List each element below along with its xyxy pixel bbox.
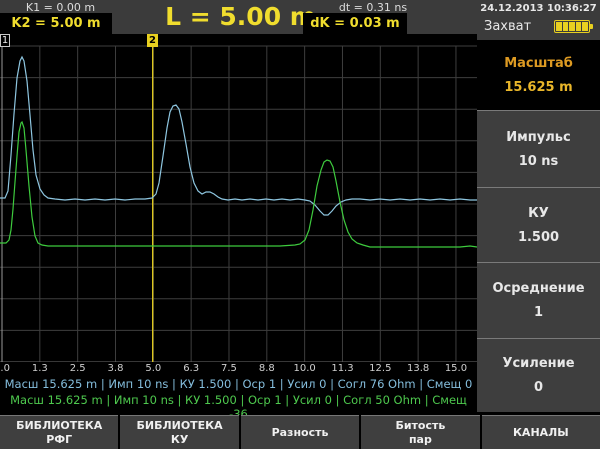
x-tick-label: 1.3 (31, 363, 48, 374)
trace-channel-1 (0, 55, 477, 216)
k2-readout: K2 = 5.00 m (11, 16, 101, 31)
sidebar-top: 24.12.2013 10:36:27 Захват (477, 0, 600, 40)
k1-readout: K1 = 0.00 m (25, 1, 96, 14)
difference-button[interactable]: Разность (240, 415, 360, 449)
gain-value: 0 (533, 380, 544, 395)
pulse-value: 10 ns (518, 153, 559, 169)
battery-icon (554, 20, 593, 33)
pulse-label: Импульс (506, 129, 571, 145)
trace-channel-2 (0, 120, 477, 248)
cursor-marker-1[interactable]: 1 (0, 34, 10, 47)
x-tick-label: 7.5 (221, 363, 237, 374)
softkey-row: БИБЛИОТЕКА РФГ БИБЛИОТЕКА КУ Разность Би… (0, 415, 600, 449)
scale-value: 15.625 m (504, 79, 573, 95)
x-tick-label: 15.0 (444, 363, 468, 374)
header-bar: K1 = 0.00 m K2 = 5.00 m L = 5.00 m dt = … (0, 0, 477, 34)
sidebar-item-vf[interactable]: КУ 1.500 (477, 187, 600, 262)
channel1-status-line: Масш 15.625 m | Имп 10 ns | КУ 1.500 | О… (4, 377, 473, 391)
cursor-marker-2[interactable]: 2 (147, 34, 158, 47)
x-tick-label: 6.3 (183, 363, 200, 374)
dk-readout: dK = 0.03 m (310, 16, 400, 31)
x-tick-label: 13.8 (406, 363, 430, 374)
sidebar-item-averaging[interactable]: Осреднение 1 (477, 262, 600, 338)
gain-label: Усиление (502, 356, 575, 371)
sidebar: 24.12.2013 10:36:27 Захват Масштаб 15.62… (477, 0, 600, 412)
vf-label: КУ (528, 205, 549, 221)
dt-readout: dt = 0.31 ns (338, 1, 408, 14)
channels-button[interactable]: КАНАЛЫ (481, 415, 600, 449)
sidebar-item-scale[interactable]: Масштаб 15.625 m (477, 40, 600, 110)
x-tick-label: 11.3 (331, 363, 354, 374)
waveform-plot: 1 2 (0, 34, 477, 362)
scale-label: Масштаб (504, 55, 573, 71)
library-vf-button[interactable]: БИБЛИОТЕКА КУ (120, 415, 239, 449)
sidebar-item-gain[interactable]: Усиление 0 (477, 338, 600, 412)
x-tick-label: 12.5 (369, 363, 392, 374)
x-tick-label: 2.5 (69, 363, 86, 374)
k2-readout-box: K2 = 5.00 m (0, 13, 112, 34)
averaging-value: 1 (533, 305, 544, 320)
length-readout: L = 5.00 m (165, 2, 316, 31)
vf-value: 1.500 (517, 229, 560, 245)
sidebar-item-pulse[interactable]: Импульс 10 ns (477, 110, 600, 187)
x-tick-label: 0.0 (0, 363, 10, 374)
x-tick-label: 5.0 (145, 363, 162, 374)
split-pairs-button[interactable]: Битость пар (361, 415, 480, 449)
x-tick-label: 3.8 (107, 363, 124, 374)
x-tick-label: 8.8 (258, 363, 275, 374)
waveform-svg (0, 45, 477, 362)
capture-label: Захват (484, 19, 532, 34)
dk-readout-box: dK = 0.03 m (303, 13, 407, 34)
averaging-label: Осреднение (492, 281, 585, 296)
library-rfg-button[interactable]: БИБЛИОТЕКА РФГ (0, 415, 119, 449)
x-tick-label: 10.0 (293, 363, 316, 374)
datetime-label: 24.12.2013 10:36:27 (480, 3, 597, 14)
x-axis-labels: 0.0 1.3 2.5 3.8 5.0 6.3 7.5 8.8 10.0 11.3 12.5 13.8… (0, 362, 477, 377)
